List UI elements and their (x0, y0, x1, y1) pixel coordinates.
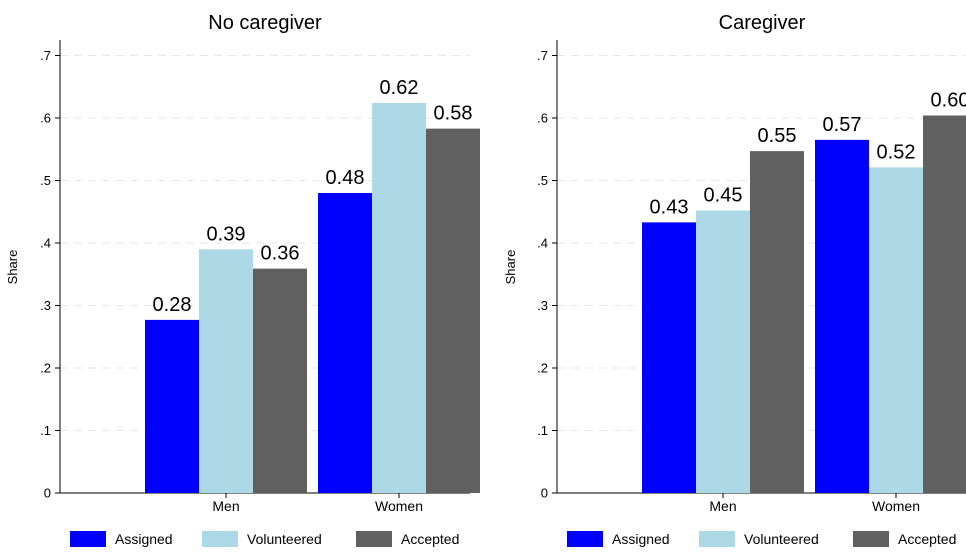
y-tick-label: 0 (44, 486, 51, 501)
bar-value-label: 0.43 (650, 196, 689, 218)
bar-value-label: 0.48 (326, 167, 365, 189)
y-tick-label: .5 (537, 173, 548, 188)
bar-value-label: 0.60 (931, 90, 966, 112)
legend-swatch (853, 531, 889, 547)
legend-swatch (202, 531, 238, 547)
y-tick-label: .6 (537, 111, 548, 126)
bar (426, 128, 480, 493)
y-tick-label: .1 (40, 423, 51, 438)
bar-value-label: 0.57 (823, 114, 862, 136)
y-axis-label: Share (5, 250, 20, 285)
legend-label: Assigned (115, 531, 173, 547)
legend-label: Volunteered (247, 531, 322, 547)
legend-label: Assigned (612, 531, 670, 547)
bar (318, 193, 372, 493)
bar-value-label: 0.58 (434, 103, 473, 125)
y-tick-label: .1 (537, 423, 548, 438)
bar (642, 222, 696, 493)
y-tick-label: .6 (40, 111, 51, 126)
chart-title: Caregiver (719, 12, 806, 34)
chart-title: No caregiver (208, 12, 322, 34)
y-tick-label: .5 (40, 173, 51, 188)
bar-value-label: 0.28 (153, 294, 192, 316)
legend-swatch (699, 531, 735, 547)
legend-swatch (567, 531, 603, 547)
bar (815, 139, 869, 493)
bar-value-label: 0.62 (380, 77, 419, 99)
y-tick-label: 0 (541, 486, 548, 501)
bar-value-label: 0.52 (877, 141, 916, 163)
x-tick-label: Women (375, 498, 423, 514)
legend-swatch (70, 531, 106, 547)
bar-value-label: 0.39 (207, 223, 246, 245)
bar (372, 103, 426, 493)
y-axis-label: Share (503, 250, 518, 285)
bar (923, 115, 966, 493)
y-tick-label: .4 (537, 236, 548, 251)
bar-value-label: 0.45 (704, 185, 743, 207)
bar (253, 268, 307, 493)
y-tick-label: .3 (40, 298, 51, 313)
bar-value-label: 0.55 (758, 125, 797, 147)
legend-label: Accepted (401, 531, 459, 547)
y-tick-label: .2 (40, 361, 51, 376)
y-tick-label: .3 (537, 298, 548, 313)
bar (750, 151, 804, 493)
y-tick-label: .4 (40, 236, 51, 251)
y-tick-label: .7 (537, 48, 548, 63)
bar (145, 319, 199, 493)
x-tick-label: Men (212, 498, 239, 514)
y-tick-label: .2 (537, 361, 548, 376)
bar (199, 249, 253, 493)
legend-label: Accepted (898, 531, 956, 547)
bar (696, 210, 750, 493)
legend-label: Volunteered (744, 531, 819, 547)
x-tick-label: Women (872, 498, 920, 514)
bar-value-label: 0.36 (261, 243, 300, 265)
legend-swatch (356, 531, 392, 547)
bar (869, 167, 923, 493)
y-tick-label: .7 (40, 48, 51, 63)
x-tick-label: Men (709, 498, 736, 514)
